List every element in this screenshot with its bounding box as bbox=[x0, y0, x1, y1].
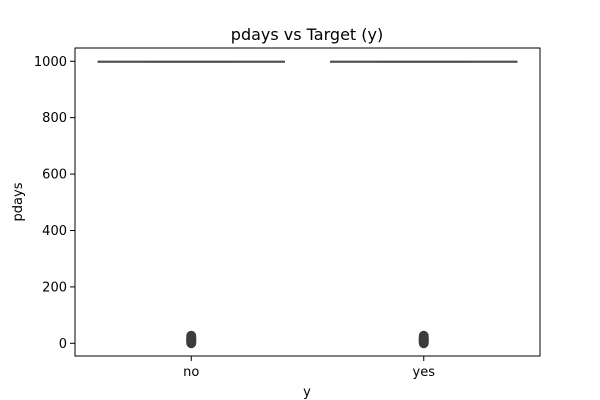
y-tick-label: 0 bbox=[59, 337, 67, 352]
y-axis-label: pdays bbox=[11, 182, 26, 221]
y-tick-label: 200 bbox=[42, 280, 67, 295]
y-axis: 0 200 400 600 800 1000 bbox=[34, 55, 75, 352]
y-tick-label: 800 bbox=[42, 111, 67, 126]
outlier-point bbox=[418, 330, 429, 341]
plot-frame bbox=[74, 47, 541, 357]
box-no bbox=[97, 60, 285, 349]
box-yes bbox=[330, 60, 518, 349]
outlier-point bbox=[186, 330, 197, 341]
y-tick-label: 400 bbox=[42, 224, 67, 239]
y-tick-label: 600 bbox=[42, 168, 67, 183]
x-axis: no yes bbox=[183, 356, 435, 380]
x-tick-label-no: no bbox=[183, 365, 199, 380]
chart-title: pdays vs Target (y) bbox=[231, 25, 383, 44]
x-tick-label-yes: yes bbox=[413, 365, 436, 380]
y-tick-label: 1000 bbox=[34, 55, 67, 70]
x-axis-label: y bbox=[303, 385, 311, 400]
plot-area bbox=[97, 60, 518, 349]
